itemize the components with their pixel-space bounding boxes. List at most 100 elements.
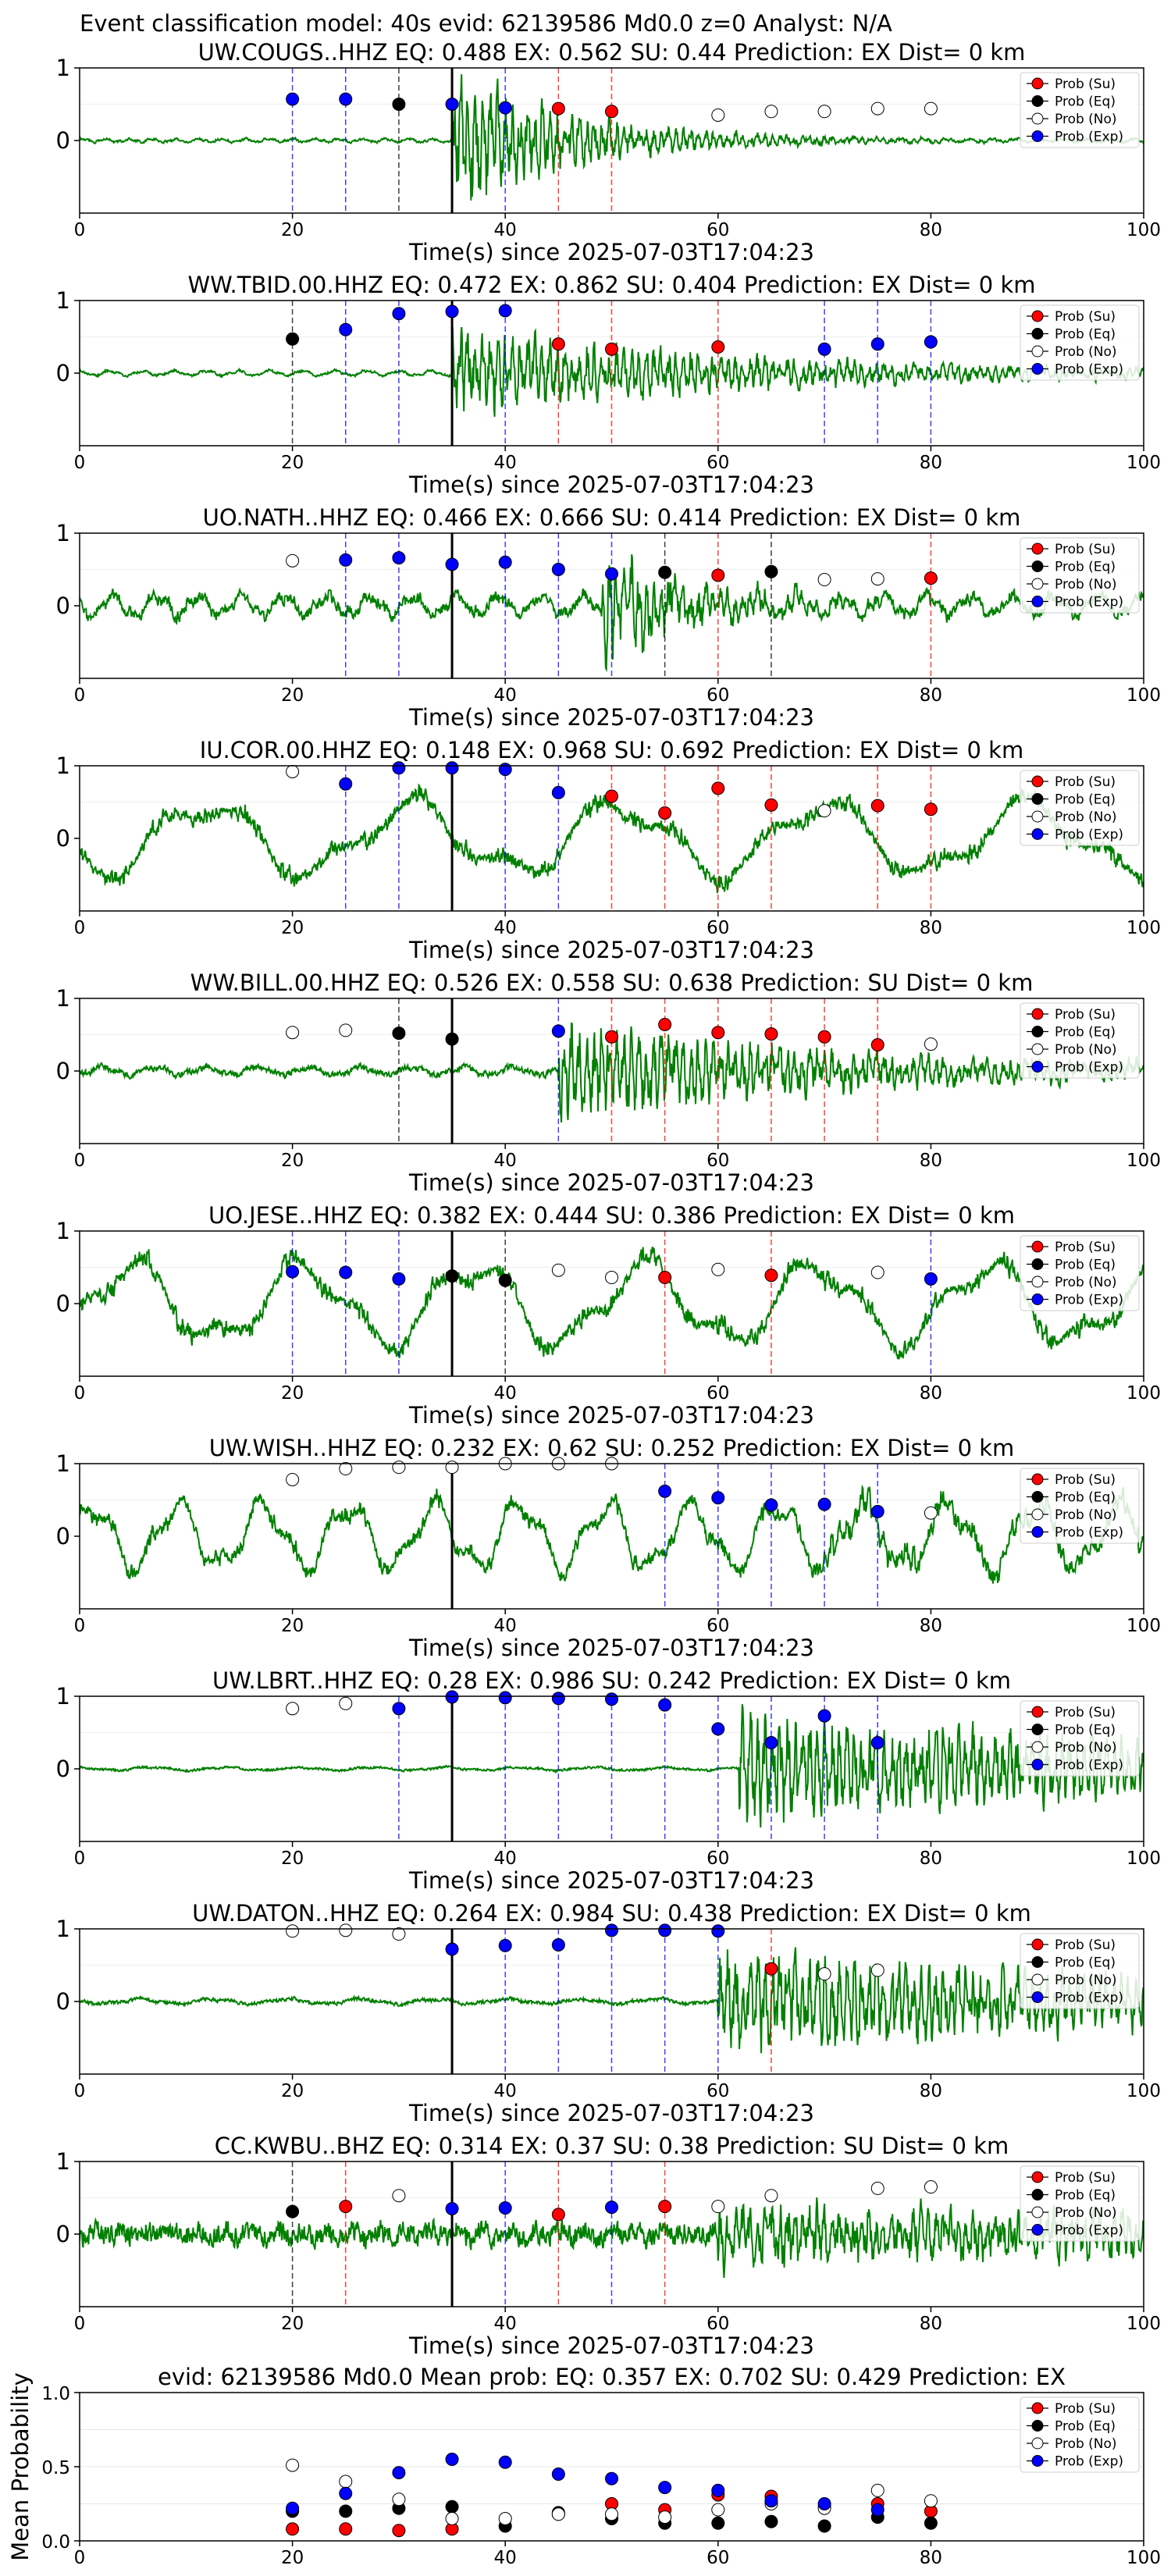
legend-label: Prob (Su) [1055,1007,1116,1023]
y-tick-label: 1 [56,2148,70,2175]
x-tick-label: 100 [1127,2081,1161,2101]
legend-label: Prob (Eq) [1055,1490,1116,1506]
prob-marker-su [764,1027,778,1041]
x-tick-label: 80 [920,685,942,706]
mean-marker-exp [711,2483,725,2497]
legend-marker-su [1031,2171,1044,2183]
prob-marker-no [286,1702,300,1716]
x-tick-label: 0 [74,1151,86,1171]
prob-marker-su [924,802,938,817]
prob-marker-exp [605,2201,618,2215]
legend-label: Prob (No) [1055,1042,1117,1058]
legend: Prob (Su)Prob (Eq)Prob (No)Prob (Exp) [1020,1468,1140,1544]
x-tick-label: 20 [281,1848,304,1869]
mean-marker-exp [286,2501,300,2515]
prob-marker-no [817,573,831,587]
legend-label: Prob (Eq) [1055,2419,1116,2435]
mean-marker-no [551,2507,565,2521]
mean-marker-no [445,2512,459,2525]
prob-marker-no [870,2181,884,2195]
legend-marker-su [1031,310,1044,322]
x-tick-label: 80 [920,2548,942,2568]
y-tick-label: 1 [56,1218,70,1244]
prob-marker-exp [817,1709,831,1723]
x-tick-label: 60 [707,1383,729,1404]
prob-marker-su [764,1962,778,1976]
prob-marker-su [764,1268,778,1283]
x-tick-label: 80 [920,453,942,473]
station-panel: UO.JESE..HHZ EQ: 0.382 EX: 0.444 SU: 0.3… [56,1202,1161,1429]
x-tick-label: 40 [494,2081,517,2101]
legend-label: Prob (Su) [1055,309,1116,325]
legend-marker-eq [1031,2189,1044,2201]
axes-frame [79,1463,1144,1610]
prob-marker-exp [764,1498,778,1512]
x-tick-label: 0 [74,220,86,240]
x-tick-label: 60 [707,2314,729,2334]
x-tick-label: 80 [920,220,942,240]
prob-marker-no [764,2189,778,2203]
legend-marker-exp [1031,1991,1044,2003]
legend-marker-no [1031,2437,1044,2450]
prob-marker-eq [445,1032,459,1046]
x-tick-label: 0 [74,1383,86,1404]
legend-label: Prob (Su) [1055,2170,1116,2186]
legend-marker-exp [1031,1293,1044,1305]
x-axis-label: Time(s) since 2025-07-03T17:04:23 [408,1402,814,1429]
x-tick-label: 60 [707,453,729,473]
x-tick-label: 60 [707,1616,729,1636]
prob-marker-no [392,1461,406,1475]
prob-marker-su [658,1017,672,1031]
legend-label: Prob (Su) [1055,774,1116,790]
x-tick-label: 100 [1127,2314,1161,2334]
prob-marker-exp [498,101,512,115]
prob-marker-no [924,1037,938,1051]
mean-marker-no [339,2475,353,2489]
mean-marker-su [286,2522,300,2536]
prob-marker-exp [445,1942,459,1956]
x-tick-label: 40 [494,453,517,473]
legend: Prob (Su)Prob (Eq)Prob (No)Prob (Exp) [1020,72,1140,148]
mean-marker-exp [658,2481,672,2495]
legend-label: Prob (No) [1055,2436,1117,2452]
prob-marker-exp [764,1736,778,1750]
panel-title: IU.COR.00.HHZ EQ: 0.148 EX: 0.968 SU: 0.… [200,737,1023,763]
x-axis-label: Time(s) since 2025-07-03T17:04:23 [408,2100,814,2126]
y-tick-label: 0 [56,1988,70,2015]
panel-title: UW.LBRT..HHZ EQ: 0.28 EX: 0.986 SU: 0.24… [212,1667,1011,1694]
mean-marker-no [286,2458,300,2472]
station-panel: CC.KWBU..BHZ EQ: 0.314 EX: 0.37 SU: 0.38… [56,2133,1161,2359]
prob-marker-no [870,1963,884,1977]
prob-marker-exp [658,1698,672,1712]
legend: Prob (Su)Prob (Eq)Prob (No)Prob (Exp) [1020,1933,1140,2009]
prob-marker-su [551,2208,565,2222]
legend-box [1020,1933,1140,2009]
prob-marker-exp [551,1937,565,1952]
x-tick-label: 80 [920,2081,942,2101]
x-tick-label: 60 [707,220,729,240]
legend-label: Prob (Exp) [1055,1525,1123,1541]
prob-marker-eq [498,1273,512,1287]
x-axis-label: Time(s) since 2025-07-03T17:04:23 [408,1635,814,1661]
legend-marker-eq [1031,560,1044,572]
legend-label: Prob (Eq) [1055,792,1116,808]
legend-box [1020,1700,1140,1777]
legend-label: Prob (No) [1055,1275,1117,1290]
y-tick-label: 1 [56,985,70,1012]
legend-label: Prob (No) [1055,809,1117,825]
panel-title: evid: 62139586 Md0.0 Mean prob: EQ: 0.35… [158,2364,1066,2390]
legend-marker-eq [1031,1724,1044,1735]
prob-marker-no [339,1923,353,1937]
prob-marker-exp [817,342,831,356]
prob-marker-eq [764,564,778,578]
prob-marker-su [551,101,565,116]
panel-title: CC.KWBU..BHZ EQ: 0.314 EX: 0.37 SU: 0.38… [215,2133,1009,2159]
figure-suptitle: Event classification model: 40s evid: 62… [80,10,892,37]
panel-title: UW.COUGS..HHZ EQ: 0.488 EX: 0.562 SU: 0.… [198,39,1026,66]
panel-title: UW.WISH..HHZ EQ: 0.232 EX: 0.62 SU: 0.25… [209,1435,1015,1461]
mean-marker-no [605,2507,618,2521]
panel-title: WW.TBID.00.HHZ EQ: 0.472 EX: 0.862 SU: 0… [188,272,1036,298]
mean-marker-no [392,2492,406,2507]
x-tick-label: 0 [74,2081,86,2101]
legend-marker-su [1031,1938,1044,1951]
